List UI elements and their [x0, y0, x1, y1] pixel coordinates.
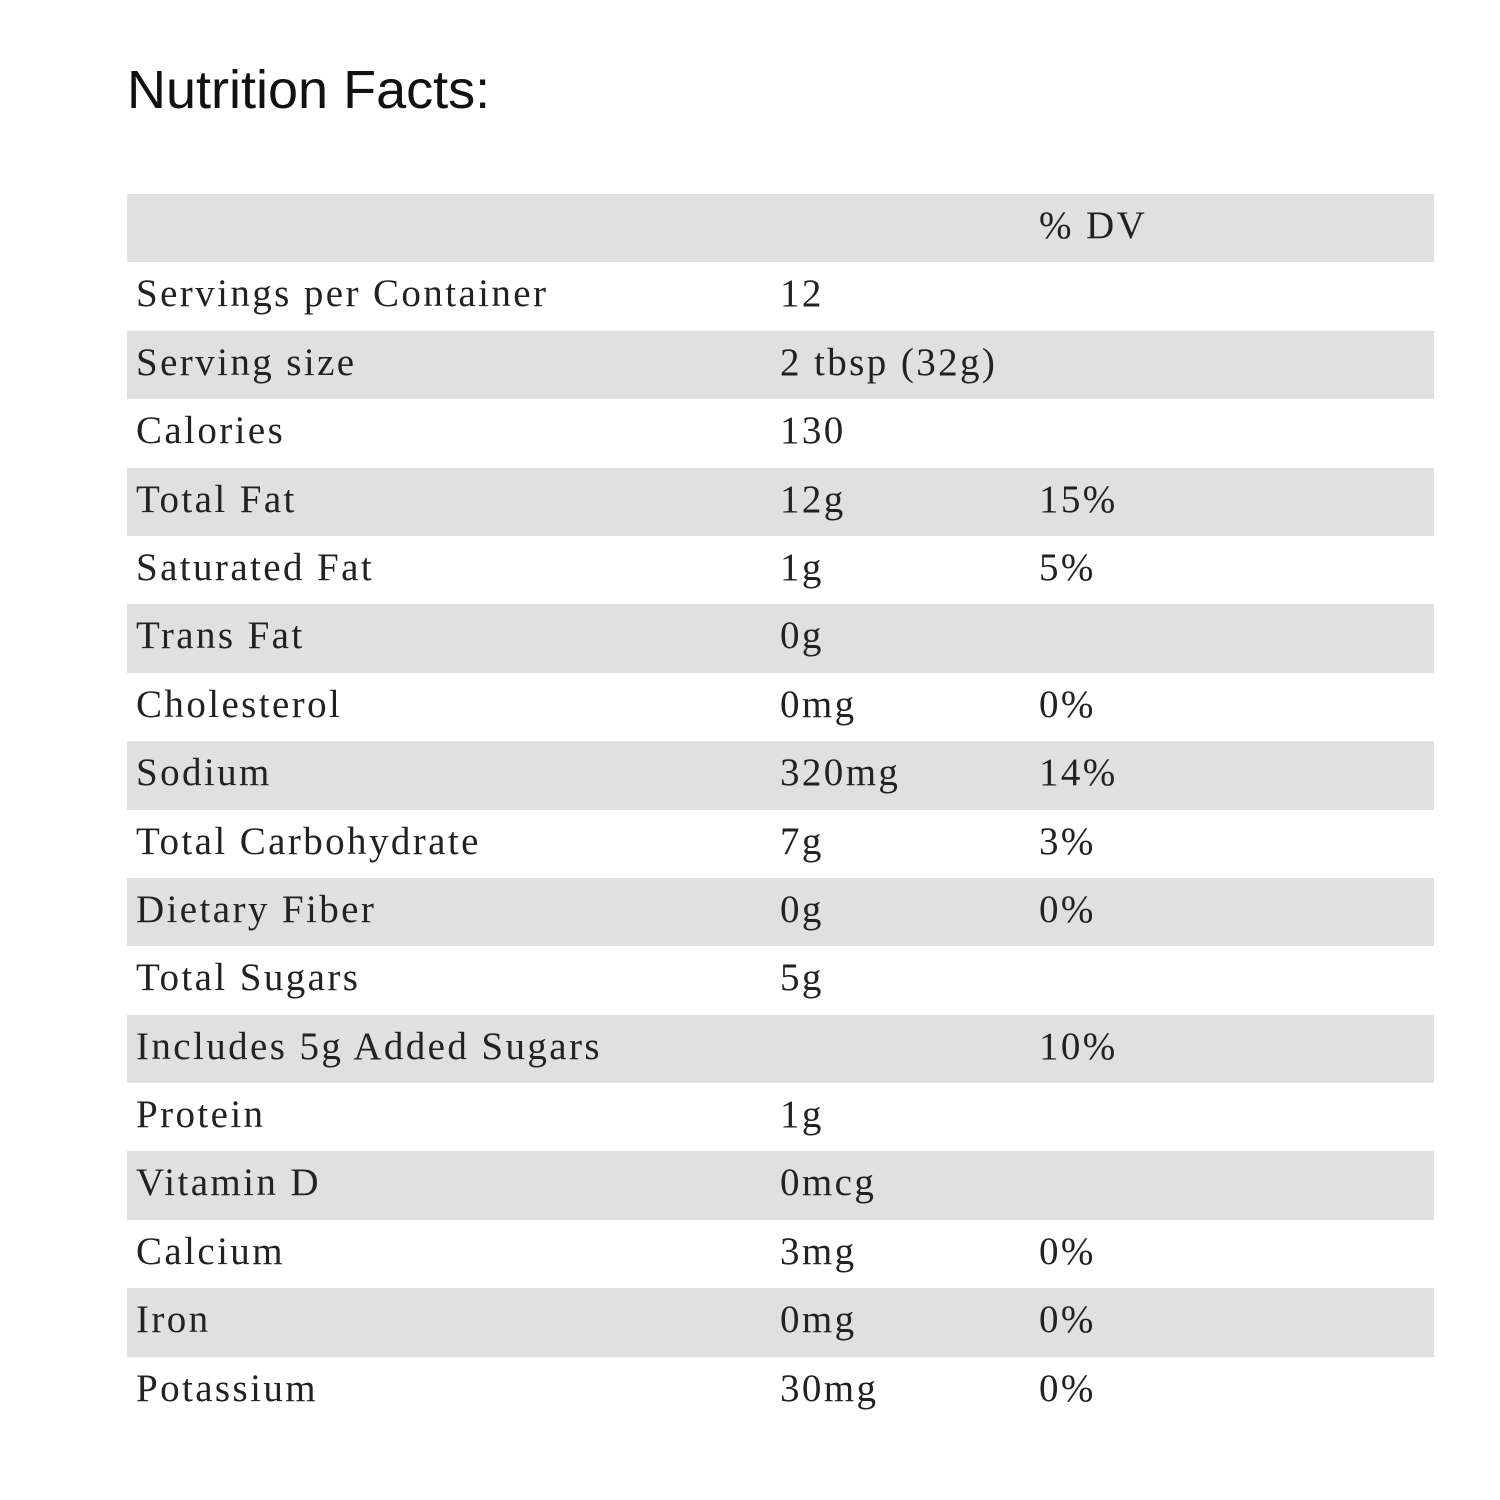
- nutrient-name: Dietary Fiber: [136, 887, 377, 931]
- nutrient-amount: 320mg: [780, 751, 901, 795]
- nutrient-name: Total Carbohydrate: [136, 819, 481, 863]
- nutrient-amount: 12g: [780, 477, 846, 521]
- nutrient-name: Total Sugars: [136, 956, 361, 1000]
- table-row: Iron 0mg 0%: [127, 1288, 1434, 1357]
- nutrient-name: Saturated Fat: [136, 545, 375, 589]
- table-row: Vitamin D 0mcg: [127, 1151, 1434, 1220]
- nutrient-name: Sodium: [136, 751, 272, 795]
- nutrient-amount: 0mg: [780, 1298, 857, 1342]
- table-row: Trans Fat 0g: [127, 604, 1434, 673]
- nutrient-name: Total Fat: [136, 477, 297, 521]
- table-header-row: % DV: [127, 194, 1434, 263]
- nutrient-dv: 0%: [1039, 1366, 1096, 1410]
- nutrient-dv: 10%: [1039, 1024, 1118, 1068]
- nutrient-dv: 0%: [1039, 887, 1096, 931]
- table-row: Protein 1g: [127, 1083, 1434, 1152]
- nutrient-amount: 0mcg: [780, 1161, 877, 1205]
- nutrient-amount: 1g: [780, 545, 824, 589]
- nutrient-name: Vitamin D: [136, 1161, 321, 1205]
- nutrient-dv: 0%: [1039, 1229, 1096, 1273]
- table-row: Sodium 320mg 14%: [127, 741, 1434, 810]
- nutrient-amount: 5g: [780, 956, 824, 1000]
- nutrient-name: Protein: [136, 1093, 266, 1137]
- table-row: Dietary Fiber 0g 0%: [127, 877, 1434, 947]
- nutrient-dv: 3%: [1039, 819, 1096, 863]
- table-row: Total Sugars 5g: [127, 946, 1434, 1015]
- nutrient-name: Cholesterol: [136, 682, 343, 726]
- nutrient-name: Calcium: [136, 1229, 285, 1273]
- nutrient-amount: 1g: [780, 1093, 824, 1137]
- nutrient-name: Potassium: [136, 1366, 318, 1410]
- nutrient-dv: 5%: [1039, 545, 1096, 589]
- nutrient-dv: 15%: [1039, 477, 1118, 521]
- nutrient-name: Servings per Container: [136, 272, 549, 316]
- table-row: Saturated Fat 1g 5%: [127, 535, 1434, 605]
- page-title: Nutrition Facts:: [127, 60, 491, 120]
- nutrient-amount: 0g: [780, 887, 824, 931]
- nutrient-name: Iron: [136, 1298, 211, 1342]
- nutrient-amount: 30mg: [780, 1366, 879, 1410]
- nutrient-amount: 12: [780, 272, 824, 316]
- nutrient-name: Serving size: [136, 340, 357, 384]
- table-row: Calories 130: [127, 399, 1434, 468]
- header-dv-cell: % DV: [1039, 204, 1148, 247]
- nutrient-dv: 0%: [1039, 1298, 1096, 1342]
- nutrient-amount: 7g: [780, 819, 824, 863]
- nutrient-amount: 0mg: [780, 682, 857, 726]
- nutrient-name: Trans Fat: [136, 614, 305, 658]
- table-row: Calcium 3mg 0%: [127, 1219, 1434, 1289]
- nutrition-table: % DV Servings per Container 12 Serving s…: [127, 194, 1434, 1426]
- table-row: Total Fat 12g 15%: [127, 467, 1434, 536]
- table-row: Includes 5g Added Sugars 10%: [127, 1014, 1434, 1084]
- nutrient-amount: 130: [780, 409, 846, 453]
- table-row: Servings per Container 12: [127, 262, 1434, 331]
- nutrient-dv: 0%: [1039, 682, 1096, 726]
- table-row: Potassium 30mg 0%: [127, 1356, 1434, 1426]
- nutrient-amount: 3mg: [780, 1229, 857, 1273]
- nutrient-amount: 2 tbsp (32g): [780, 340, 998, 384]
- nutrient-dv: 14%: [1039, 751, 1118, 795]
- table-row: Total Carbohydrate 7g 3%: [127, 809, 1434, 878]
- nutrient-name: Calories: [136, 409, 286, 453]
- nutrient-amount: 0g: [780, 614, 824, 658]
- nutrient-name: Includes 5g Added Sugars: [136, 1024, 602, 1068]
- table-row: Cholesterol 0mg 0%: [127, 672, 1434, 742]
- table-row: Serving size 2 tbsp (32g): [127, 330, 1434, 400]
